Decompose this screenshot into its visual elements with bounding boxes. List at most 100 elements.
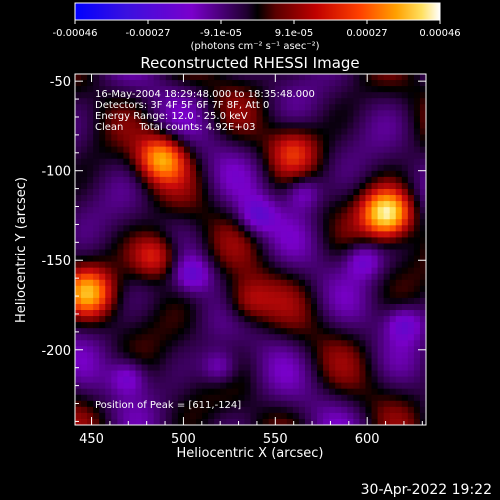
heatmap-cell <box>244 243 251 250</box>
heatmap-cell <box>323 400 330 408</box>
heatmap-cell <box>256 170 263 178</box>
heatmap-cell <box>395 406 403 414</box>
heatmap-cell <box>99 352 106 359</box>
heatmap-cell <box>286 207 294 214</box>
heatmap-cell <box>286 267 294 275</box>
heatmap-cell <box>117 170 124 178</box>
heatmap-cell <box>371 291 378 299</box>
heatmap-cell <box>353 291 360 299</box>
heatmap-cell <box>347 400 354 408</box>
heatmap-cell <box>317 158 324 166</box>
heatmap-cell <box>365 334 372 341</box>
heatmap-cell <box>395 225 403 232</box>
heatmap-cell <box>171 273 179 281</box>
heatmap-cell <box>262 86 270 93</box>
heatmap-cell <box>347 92 354 99</box>
heatmap-cell <box>262 370 270 377</box>
heatmap-cell <box>111 400 118 408</box>
heatmap-cell <box>189 358 197 365</box>
heatmap-cell <box>341 382 348 390</box>
heatmap-cell <box>383 273 391 281</box>
heatmap-cell <box>202 195 209 202</box>
heatmap-cell <box>208 334 215 341</box>
heatmap-cell <box>171 243 179 250</box>
heatmap-cell <box>189 122 197 129</box>
heatmap-cell <box>214 116 221 123</box>
heatmap-cell <box>413 261 421 269</box>
heatmap-cell <box>117 201 124 208</box>
heatmap-cell <box>81 297 88 305</box>
heatmap-cell <box>214 364 221 371</box>
heatmap-cell <box>111 255 118 262</box>
heatmap-cell <box>250 80 257 87</box>
heatmap-cell <box>87 322 94 329</box>
heatmap-cell <box>135 358 142 365</box>
heatmap-cell <box>359 279 366 287</box>
heatmap-cell <box>105 316 112 323</box>
heatmap-cell <box>129 80 136 87</box>
heatmap-cell <box>93 140 100 148</box>
heatmap-cell <box>395 394 403 402</box>
heatmap-cell <box>183 316 191 323</box>
heatmap-cell <box>244 146 251 154</box>
heatmap-cell <box>413 400 421 408</box>
heatmap-cell <box>208 110 215 117</box>
heatmap-cell <box>171 182 179 190</box>
heatmap-cell <box>189 340 197 347</box>
heatmap-cell <box>256 188 263 196</box>
heatmap-cell <box>286 213 294 220</box>
heatmap-cell <box>99 406 106 414</box>
heatmap-cell <box>214 267 221 275</box>
heatmap-cell <box>93 364 100 371</box>
heatmap-cell <box>268 334 276 341</box>
heatmap-cell <box>75 255 82 262</box>
heatmap-cell <box>359 358 366 365</box>
heatmap-cell <box>87 285 94 293</box>
heatmap-cell <box>365 322 372 329</box>
heatmap-cell <box>171 418 179 426</box>
heatmap-cell <box>341 358 348 365</box>
heatmap-cell <box>171 195 179 202</box>
heatmap-cell <box>111 122 118 129</box>
colorbar-tick-label: -0.00046 <box>53 28 98 39</box>
heatmap-cell <box>292 267 300 275</box>
heatmap-cell <box>117 388 124 396</box>
heatmap-cell <box>268 164 276 172</box>
heatmap-cell <box>99 364 106 371</box>
heatmap-cell <box>268 382 276 390</box>
heatmap-cell <box>244 328 251 335</box>
heatmap-cell <box>359 267 366 275</box>
heatmap-cell <box>226 388 233 396</box>
heatmap-cell <box>129 334 136 341</box>
heatmap-cell <box>75 176 82 184</box>
heatmap-cell <box>365 285 372 293</box>
heatmap-cell <box>123 376 130 384</box>
heatmap-cell <box>159 382 167 390</box>
heatmap-cell <box>377 182 385 190</box>
heatmap-cell <box>111 176 118 184</box>
heatmap-cell <box>165 80 173 87</box>
heatmap-cell <box>93 334 100 341</box>
heatmap-cell <box>202 213 209 220</box>
heatmap-cell <box>419 74 427 81</box>
heatmap-cell <box>250 146 257 154</box>
heatmap-cell <box>117 400 124 408</box>
heatmap-cell <box>99 80 106 87</box>
heatmap-cell <box>256 225 263 232</box>
heatmap-cell <box>371 418 378 426</box>
heatmap-cell <box>244 92 251 99</box>
heatmap-cell <box>304 310 312 317</box>
heatmap-cell <box>159 116 167 123</box>
heatmap-cell <box>250 201 257 208</box>
heatmap-cell <box>256 322 263 329</box>
heatmap-cell <box>292 297 300 305</box>
heatmap-cell <box>105 370 112 377</box>
heatmap-cell <box>377 291 385 299</box>
heatmap-cell <box>395 80 403 87</box>
heatmap-cell <box>401 322 409 329</box>
heatmap-cell <box>407 267 415 275</box>
heatmap-cell <box>323 346 330 353</box>
heatmap-cell <box>292 376 300 384</box>
heatmap-cell <box>256 388 263 396</box>
heatmap-cell <box>238 322 245 329</box>
